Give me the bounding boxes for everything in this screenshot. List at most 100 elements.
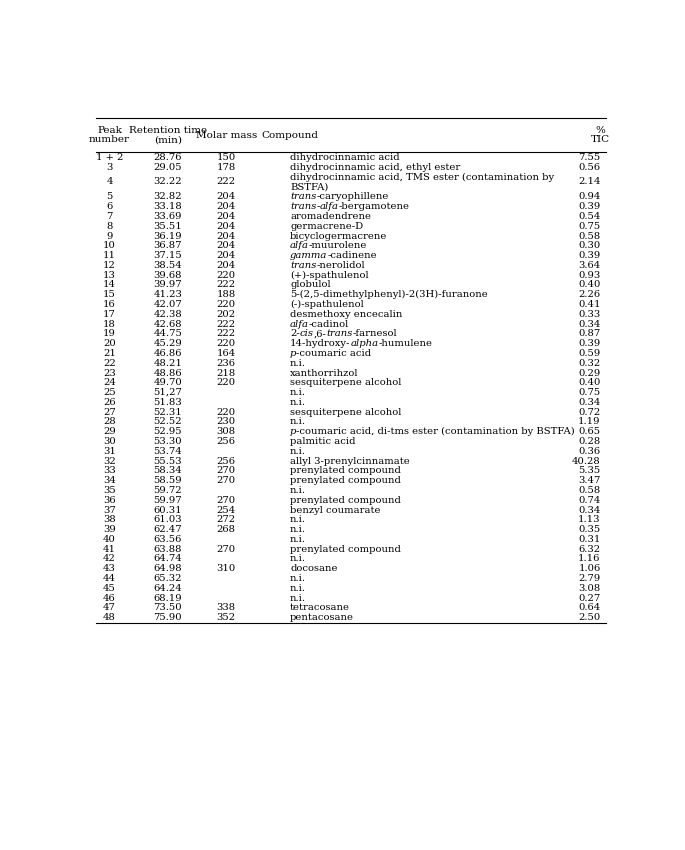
Text: 36: 36 — [103, 496, 116, 505]
Text: 24: 24 — [103, 378, 116, 388]
Text: 5: 5 — [106, 192, 113, 201]
Text: 270: 270 — [216, 476, 236, 485]
Text: 58.34: 58.34 — [153, 467, 182, 475]
Text: -farnesol: -farnesol — [353, 330, 397, 338]
Text: germacrene-D: germacrene-D — [290, 222, 363, 230]
Text: 38.54: 38.54 — [153, 261, 182, 270]
Text: palmitic acid: palmitic acid — [290, 437, 356, 446]
Text: xanthorrihzol: xanthorrihzol — [290, 369, 358, 377]
Text: 11: 11 — [103, 251, 116, 260]
Text: 1 + 2: 1 + 2 — [96, 153, 123, 162]
Text: 48: 48 — [103, 613, 116, 622]
Text: -: - — [316, 202, 320, 211]
Text: -coumaric acid, di-tms ester (contamination by BSTFA): -coumaric acid, di-tms ester (contaminat… — [297, 428, 575, 436]
Text: 204: 204 — [216, 202, 236, 211]
Text: 0.41: 0.41 — [578, 300, 601, 309]
Text: 35: 35 — [103, 486, 116, 495]
Text: 0.93: 0.93 — [578, 270, 601, 280]
Text: 254: 254 — [216, 506, 236, 514]
Text: alpha: alpha — [351, 339, 379, 348]
Text: trans: trans — [290, 261, 316, 270]
Text: 73.50: 73.50 — [153, 604, 182, 612]
Text: 3.08: 3.08 — [578, 584, 601, 592]
Text: 34: 34 — [103, 476, 116, 485]
Text: 64.24: 64.24 — [153, 584, 182, 592]
Text: 222: 222 — [216, 320, 236, 329]
Text: 0.74: 0.74 — [578, 496, 601, 505]
Text: 47: 47 — [103, 604, 116, 612]
Text: 10: 10 — [103, 241, 116, 251]
Text: -muurolene: -muurolene — [309, 241, 367, 251]
Text: 25: 25 — [103, 388, 116, 397]
Text: 39.68: 39.68 — [153, 270, 182, 280]
Text: 220: 220 — [216, 378, 236, 388]
Text: 2.50: 2.50 — [578, 613, 601, 622]
Text: 220: 220 — [216, 408, 236, 416]
Text: 0.39: 0.39 — [578, 251, 601, 260]
Text: 62.47: 62.47 — [153, 525, 182, 534]
Text: 0.31: 0.31 — [578, 535, 601, 544]
Text: n.i.: n.i. — [290, 554, 306, 564]
Text: 61.03: 61.03 — [153, 515, 182, 524]
Text: 338: 338 — [216, 604, 236, 612]
Text: 0.94: 0.94 — [578, 192, 601, 201]
Text: 0.34: 0.34 — [578, 398, 601, 407]
Text: n.i.: n.i. — [290, 398, 306, 407]
Text: 59.97: 59.97 — [153, 496, 182, 505]
Text: dihydrocinnamic acid, ethyl ester: dihydrocinnamic acid, ethyl ester — [290, 162, 460, 172]
Text: 30: 30 — [103, 437, 116, 446]
Text: 49.70: 49.70 — [153, 378, 182, 388]
Text: 29: 29 — [103, 428, 116, 436]
Text: 44: 44 — [103, 574, 116, 583]
Text: 204: 204 — [216, 192, 236, 201]
Text: 256: 256 — [217, 437, 236, 446]
Text: 0.28: 0.28 — [578, 437, 601, 446]
Text: BSTFA): BSTFA) — [290, 182, 328, 191]
Text: 42.68: 42.68 — [153, 320, 182, 329]
Text: 0.65: 0.65 — [578, 428, 601, 436]
Text: 48.86: 48.86 — [153, 369, 182, 377]
Text: 0.36: 0.36 — [578, 447, 601, 456]
Text: prenylated compound: prenylated compound — [290, 476, 401, 485]
Text: 0.32: 0.32 — [578, 359, 601, 368]
Text: Peak: Peak — [97, 127, 122, 135]
Text: 58.59: 58.59 — [153, 476, 182, 485]
Text: p: p — [290, 428, 297, 436]
Text: 36.19: 36.19 — [153, 231, 182, 241]
Text: 63.88: 63.88 — [153, 545, 182, 553]
Text: 28: 28 — [103, 417, 116, 427]
Text: alfa: alfa — [320, 202, 339, 211]
Text: 7: 7 — [106, 212, 113, 221]
Text: 204: 204 — [216, 261, 236, 270]
Text: 37.15: 37.15 — [153, 251, 182, 260]
Text: n.i.: n.i. — [290, 535, 306, 544]
Text: 36.87: 36.87 — [153, 241, 182, 251]
Text: (-)-spathulenol: (-)-spathulenol — [290, 300, 364, 309]
Text: n.i.: n.i. — [290, 515, 306, 524]
Text: 1.19: 1.19 — [578, 417, 601, 427]
Text: 2.14: 2.14 — [578, 178, 601, 186]
Text: 5.35: 5.35 — [578, 467, 601, 475]
Text: 39.97: 39.97 — [153, 280, 182, 290]
Text: bicyclogermacrene: bicyclogermacrene — [290, 231, 388, 241]
Text: 42.38: 42.38 — [153, 310, 182, 319]
Text: 55.53: 55.53 — [153, 456, 182, 466]
Text: 46.86: 46.86 — [153, 349, 182, 358]
Text: 52.31: 52.31 — [153, 408, 182, 416]
Text: 17: 17 — [103, 310, 116, 319]
Text: -nerolidol: -nerolidol — [316, 261, 365, 270]
Text: 32: 32 — [103, 456, 116, 466]
Text: 35.51: 35.51 — [153, 222, 182, 230]
Text: dihydrocinnamic acid: dihydrocinnamic acid — [290, 153, 399, 162]
Text: tetracosane: tetracosane — [290, 604, 350, 612]
Text: n.i.: n.i. — [290, 593, 306, 603]
Text: 230: 230 — [216, 417, 236, 427]
Text: 0.59: 0.59 — [578, 349, 601, 358]
Text: -bergamotene: -bergamotene — [339, 202, 410, 211]
Text: 65.32: 65.32 — [153, 574, 182, 583]
Text: number: number — [89, 135, 130, 144]
Text: 32.22: 32.22 — [153, 178, 182, 186]
Text: 0.87: 0.87 — [578, 330, 601, 338]
Text: 53.74: 53.74 — [153, 447, 182, 456]
Text: 1.16: 1.16 — [578, 554, 601, 564]
